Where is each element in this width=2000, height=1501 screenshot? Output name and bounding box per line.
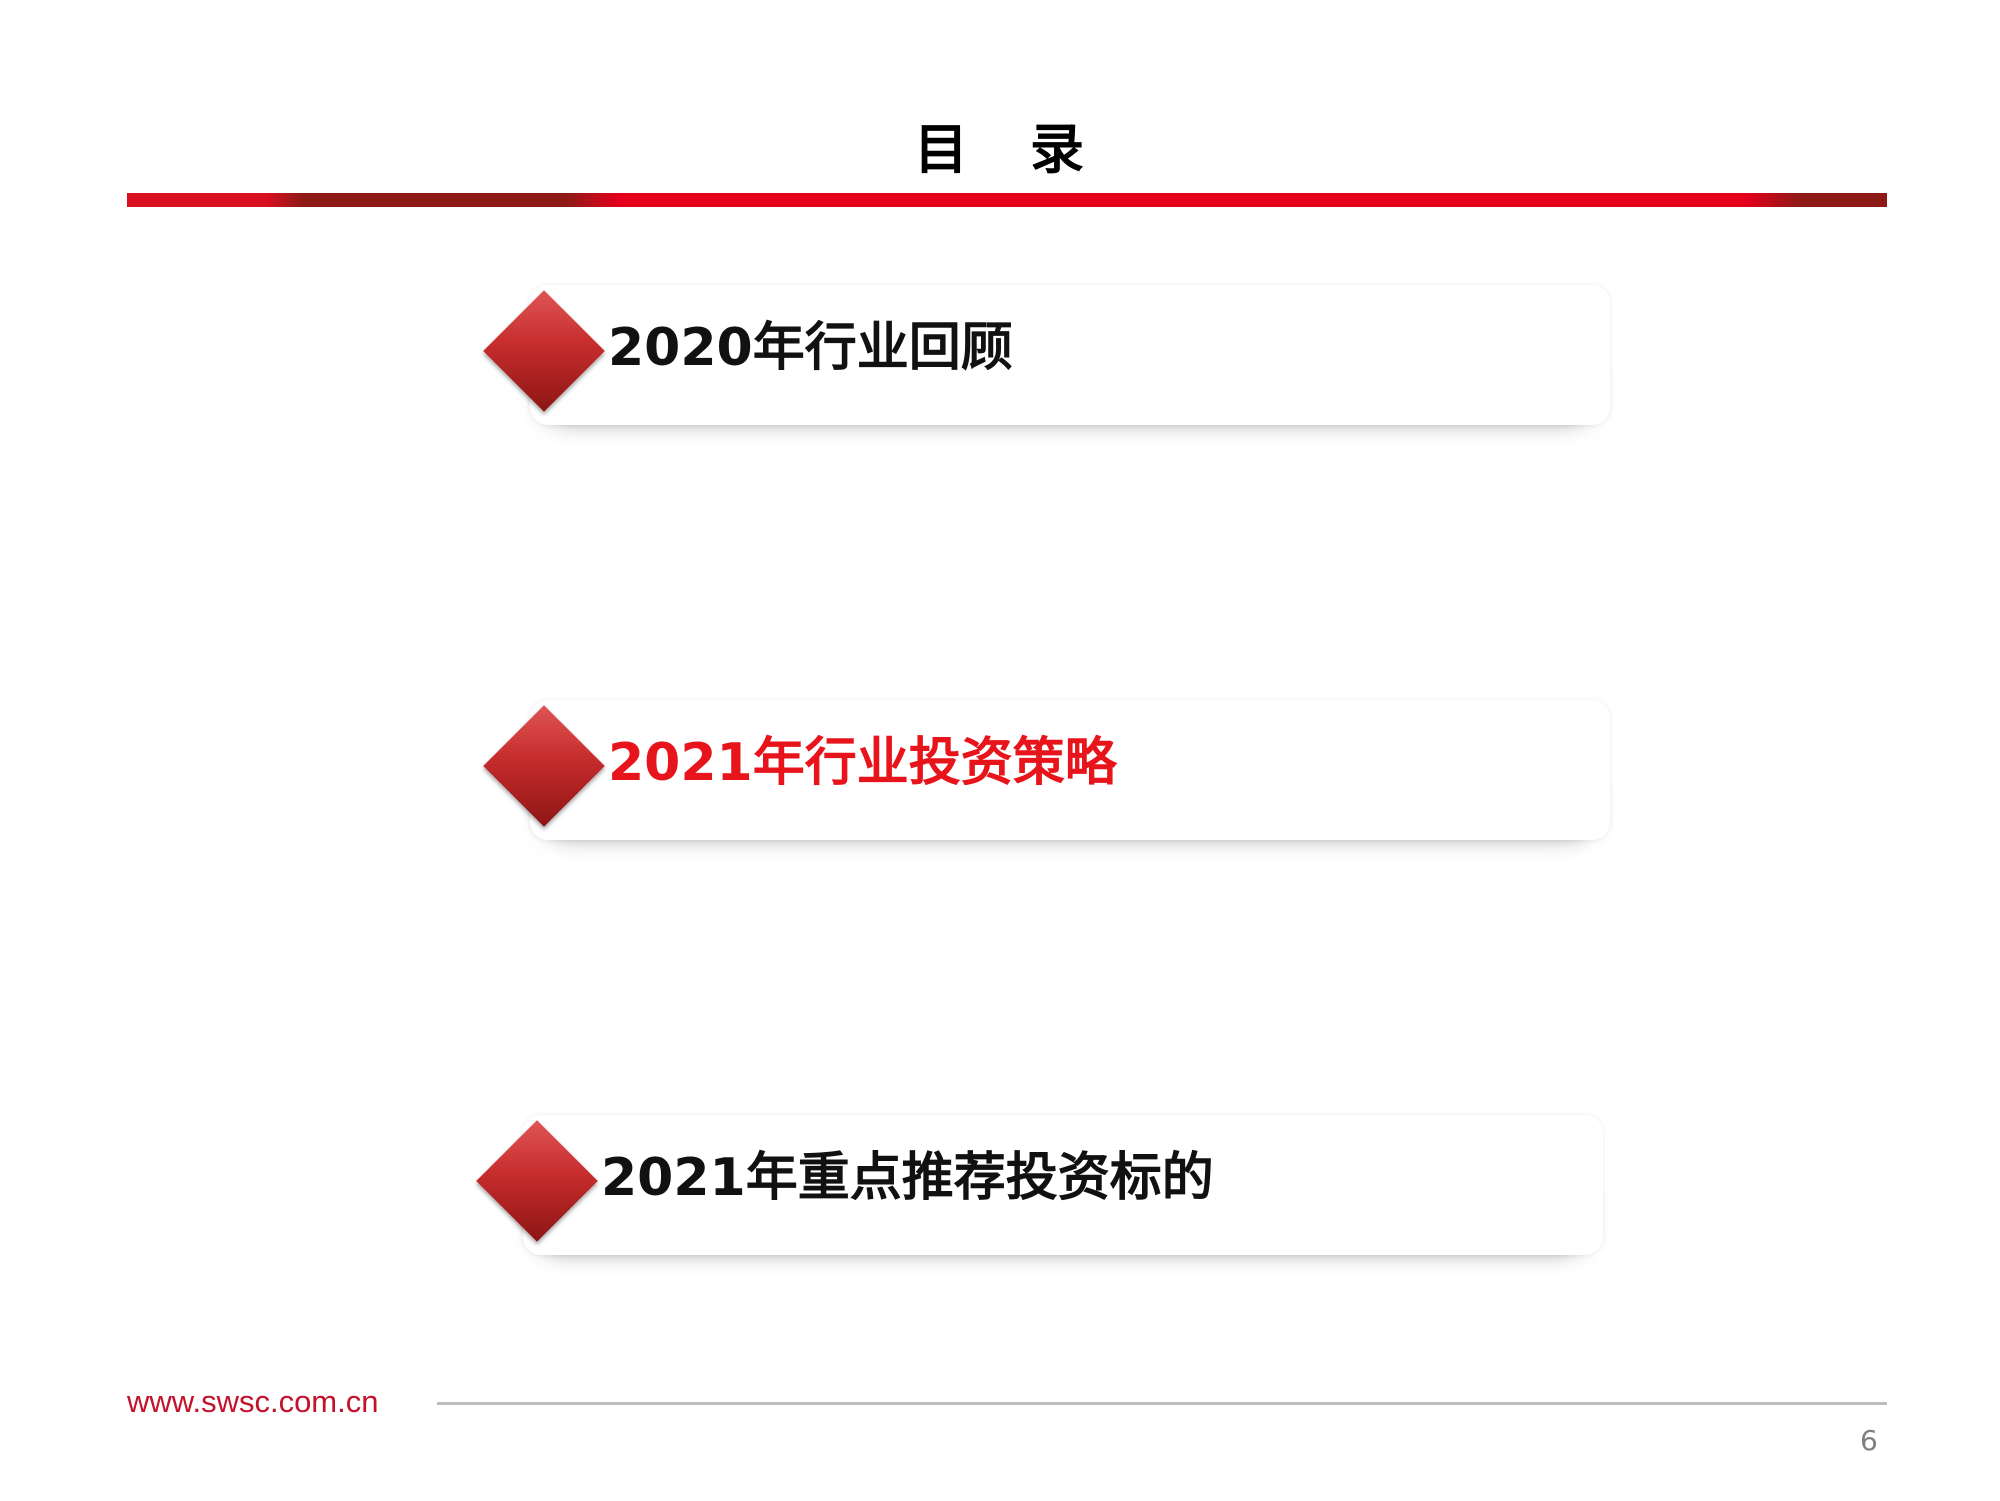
page-number: 6 [1860, 1424, 1878, 1457]
toc-item-card [523, 1115, 1603, 1255]
toc-item-card [530, 285, 1610, 425]
toc-item-card [530, 700, 1610, 840]
toc-item[interactable]: 2020年行业回顾 [483, 285, 1660, 455]
toc-item-label: 2021年重点推荐投资标的 [601, 1148, 1214, 1208]
title-divider-bar [127, 193, 1887, 207]
page-title-char-1: 目 [914, 118, 970, 181]
toc-item-label-active: 2021年行业投资策略 [608, 733, 1117, 793]
toc-item[interactable]: 2021年重点推荐投资标的 [476, 1115, 1653, 1285]
page-title: 目录 [0, 105, 2000, 184]
page-title-char-2: 录 [1030, 118, 1086, 181]
footer-divider [437, 1402, 1887, 1405]
footer-website-url: www.swsc.com.cn [127, 1384, 379, 1419]
toc-item-label: 2020年行业回顾 [608, 318, 1013, 378]
toc-item[interactable]: 2021年行业投资策略 [483, 700, 1660, 870]
